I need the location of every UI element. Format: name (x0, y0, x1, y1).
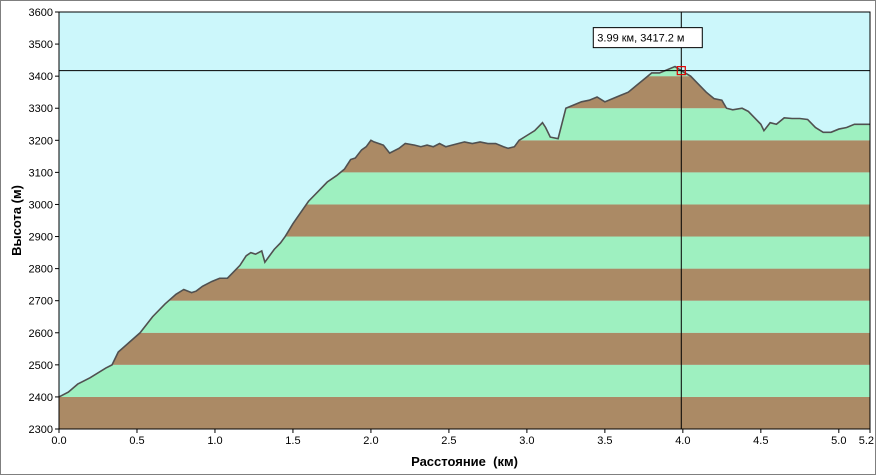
y-tick-label: 2300 (29, 424, 53, 436)
tooltip-box (592, 27, 703, 49)
tooltip-text: 3.99 км, 3417.2 м (597, 33, 684, 45)
x-tick-label: 3.5 (597, 435, 612, 447)
y-tick-label: 3000 (29, 199, 53, 211)
y-tick-label: 3300 (29, 103, 53, 115)
x-tick-label: 0.5 (129, 435, 144, 447)
x-tick-label: 1.5 (285, 435, 300, 447)
y-tick-label: 3200 (29, 135, 53, 147)
y-tick-label: 3600 (29, 7, 53, 19)
x-axis: 0.0 0.5 1.0 1.5 2.0 2.5 3.0 3.5 4.0 4.5 5.0 5.2 (51, 429, 874, 447)
elevation-band (59, 332, 870, 365)
y-tick-label: 2800 (29, 264, 53, 276)
x-tick-label: 1.0 (207, 435, 222, 447)
y-tick-label: 3400 (29, 71, 53, 83)
y-tick-label: 2400 (29, 392, 53, 404)
y-axis: 2300 2400 2500 2600 2700 2800 2900 3000 3100 3200… (29, 7, 59, 436)
x-tick-label: 2.0 (363, 435, 378, 447)
plot-border (58, 11, 871, 430)
x-tick-label: 2.5 (441, 435, 456, 447)
x-axis-title: Расстояние (км) (411, 454, 518, 469)
y-tick-label: 3100 (29, 167, 53, 179)
cursor-tooltip: 3.99 км, 3417.2 м (592, 27, 703, 49)
x-tick-label: 0.0 (51, 435, 66, 447)
y-tick-label: 2500 (29, 360, 53, 372)
elevation-profile-line (58, 65, 870, 398)
x-tick-label: 3.0 (519, 435, 534, 447)
y-tick-label: 3500 (29, 39, 53, 51)
y-tick-label: 2600 (29, 328, 53, 340)
x-tick-label: 5.0 (831, 435, 846, 447)
elevation-band (59, 396, 870, 429)
x-tick-label: 4.0 (675, 435, 690, 447)
cursor-marker[interactable] (676, 66, 686, 76)
y-tick-label: 2700 (29, 296, 53, 308)
x-tick-label: 5.2 (859, 435, 874, 447)
elevation-band (59, 300, 870, 333)
x-tick-label: 4.5 (753, 435, 768, 447)
y-axis-title: Высота (м) (9, 185, 24, 256)
y-tick-label: 2900 (29, 232, 53, 244)
elevation-band (59, 364, 870, 397)
